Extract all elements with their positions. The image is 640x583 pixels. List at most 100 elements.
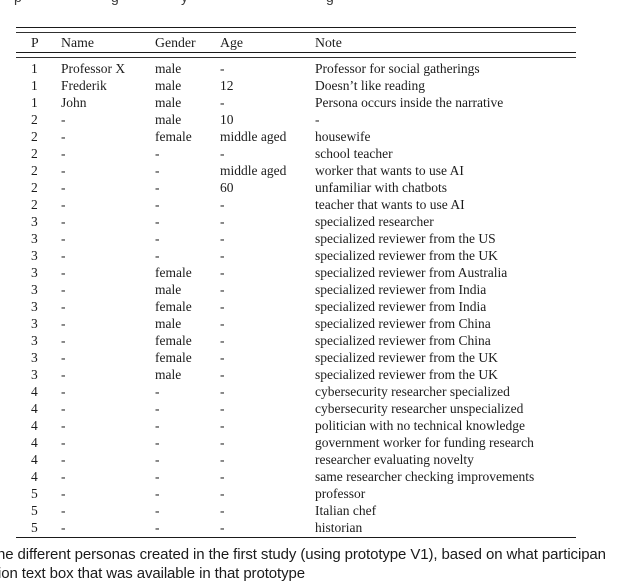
table-cell: -	[220, 367, 225, 382]
table-cell: male	[155, 95, 182, 110]
table-cell: -	[220, 469, 225, 484]
table-cell: -	[61, 333, 66, 348]
table-cell: 5	[31, 503, 38, 518]
table-cell: specialized reviewer from India	[315, 282, 487, 297]
table-cell: 3	[31, 231, 38, 246]
table-cell: -	[220, 401, 225, 416]
table-cell: -	[61, 435, 66, 450]
table-cell: specialized reviewer from the US	[315, 231, 496, 246]
table-cell: middle aged	[220, 129, 287, 144]
table-row: 1 Professor X male - Professor for social ga…	[16, 60, 576, 77]
table-row: 3 - male - specialized reviewer from the UK	[16, 366, 576, 383]
table-row: 5 - - - Italian chef	[16, 502, 576, 519]
table-row: 1 John male - Persona occurs inside the narr…	[16, 94, 576, 111]
table-cell: -	[61, 180, 66, 195]
table-cell: -	[315, 112, 320, 127]
table-header: P Name Gender Age Note	[16, 34, 576, 52]
table-cell: -	[220, 435, 225, 450]
table-cell: 10	[220, 112, 234, 127]
table-cell: male	[155, 282, 182, 297]
table-row: 2 - - - school teacher	[16, 145, 576, 162]
table-cell: -	[61, 452, 66, 467]
table-cell: -	[155, 163, 160, 178]
table-cell: -	[155, 469, 160, 484]
table-cell: specialized reviewer from China	[315, 333, 491, 348]
table-cell: -	[155, 248, 160, 263]
table-cell: Italian chef	[315, 503, 377, 518]
table-cell: -	[220, 61, 225, 76]
table-cell: middle aged	[220, 163, 287, 178]
table-cell: Persona occurs inside the narrative	[315, 95, 504, 110]
table-cell: specialized reviewer from the UK	[315, 248, 498, 263]
table-row: 4 - - - cybersecurity researcher unspecializ…	[16, 400, 576, 417]
table-cell: male	[155, 316, 182, 331]
col-header-p: P	[31, 35, 39, 50]
table-cell: -	[61, 486, 66, 501]
table-cell: 3	[31, 367, 38, 382]
table-cell: -	[61, 299, 66, 314]
table-row: 3 - male - specialized reviewer from India	[16, 281, 576, 298]
table-cell: specialized reviewer from the UK	[315, 350, 498, 365]
table-cell: 3	[31, 350, 38, 365]
table-cell: same researcher checking improvements	[315, 469, 535, 484]
table-cell: 3	[31, 282, 38, 297]
table-cell: 1	[31, 61, 38, 76]
table-cell: 4	[31, 452, 38, 467]
table-cell: 4	[31, 418, 38, 433]
table-cell: 4	[31, 401, 38, 416]
table-cell: -	[61, 316, 66, 331]
table-cell: -	[61, 520, 66, 535]
table-cell: worker that wants to use AI	[315, 163, 464, 178]
table-cell: -	[61, 112, 66, 127]
table-cell: professor	[315, 486, 366, 501]
table-cell: 3	[31, 265, 38, 280]
table-cell: female	[155, 350, 192, 365]
table-cell: -	[61, 418, 66, 433]
table-cell: 4	[31, 469, 38, 484]
table-cell: 1	[31, 78, 38, 93]
table-cell: specialized reviewer from India	[315, 299, 487, 314]
table-cell: -	[155, 486, 160, 501]
table-cell: -	[220, 316, 225, 331]
table-cell: -	[220, 95, 225, 110]
clipped-glyph: p	[14, 0, 22, 5]
table-row: 5 - - - professor	[16, 485, 576, 502]
table-cell: -	[220, 231, 225, 246]
clipped-glyph: y	[181, 0, 188, 5]
table-cell: teacher that wants to use AI	[315, 197, 465, 212]
table-row: 3 - - - specialized reviewer from the UK	[16, 247, 576, 264]
table-row: 3 - - - specialized researcher	[16, 213, 576, 230]
table-cell: -	[220, 197, 225, 212]
table-cell: 2	[31, 197, 38, 212]
table-cell: -	[155, 418, 160, 433]
table-row: 2 - - middle aged worker that wants to use A…	[16, 162, 576, 179]
table-cell: -	[220, 214, 225, 229]
table-cell: -	[155, 435, 160, 450]
table-cell: -	[61, 503, 66, 518]
table-cell: specialized reviewer from Australia	[315, 265, 508, 280]
table-row: 2 - - 60 unfamiliar with chatbots	[16, 179, 576, 196]
table-cell: -	[61, 265, 66, 280]
table-bottom-rule	[16, 537, 576, 538]
table-cell: -	[155, 401, 160, 416]
table-cell: specialized researcher	[315, 214, 434, 229]
table-cell: -	[155, 452, 160, 467]
table-cell: -	[155, 231, 160, 246]
table-cell: -	[220, 486, 225, 501]
table-cell: specialized reviewer from China	[315, 316, 491, 331]
table-caption-line-2: ion text box that was available in that …	[0, 565, 305, 582]
table-cell: -	[220, 418, 225, 433]
table-body: 1 Professor X male - Professor for social ga…	[16, 60, 576, 536]
table-cell: 3	[31, 333, 38, 348]
table-row: 5 - - - historian	[16, 519, 576, 536]
table-cell: -	[61, 163, 66, 178]
table-cell: female	[155, 129, 192, 144]
table-row: 3 - - - specialized reviewer from the US	[16, 230, 576, 247]
table-cell: -	[220, 452, 225, 467]
table-cell: -	[220, 350, 225, 365]
clipped-glyph: g	[326, 0, 334, 5]
table-row: 1 Frederik male 12 Doesn’t like reading	[16, 77, 576, 94]
table-cell: -	[61, 350, 66, 365]
table-top-rule	[16, 27, 576, 33]
table-cell: -	[61, 248, 66, 263]
